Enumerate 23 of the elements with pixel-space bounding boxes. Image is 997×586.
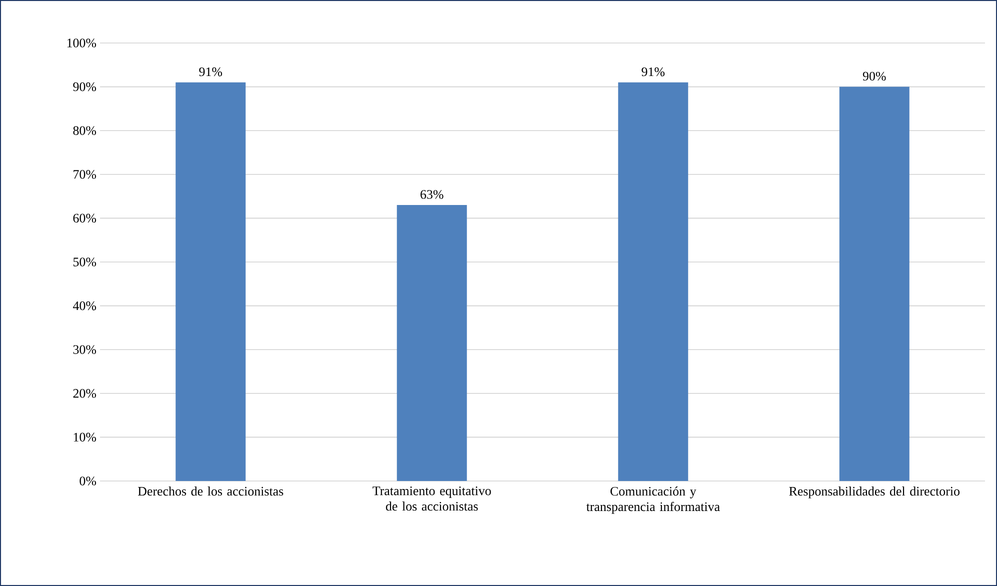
data-label: 91% [642, 67, 665, 76]
bar [176, 82, 246, 481]
y-tick-label: 20% [73, 389, 96, 398]
bar [839, 86, 910, 481]
data-label: 91% [199, 67, 222, 76]
x-tick-label: Derechos de los accionistas [138, 486, 284, 496]
y-tick-label: 10% [74, 432, 96, 442]
data-label: 63% [420, 190, 444, 199]
y-tick-label: 30% [73, 345, 96, 354]
y-tick-label: 100% [67, 38, 96, 48]
y-tick-label: 50% [73, 258, 96, 266]
y-tick-label: 70% [74, 170, 96, 179]
x-tick-label: Tratamiento equitativo de los accionistas [372, 486, 491, 511]
y-tick-label: 80% [73, 126, 96, 135]
y-tick-label: 0% [80, 476, 96, 486]
x-tick-label: Responsabilidades del directorio [789, 486, 960, 498]
y-tick-label: 40% [72, 301, 96, 310]
data-label: 90% [862, 72, 886, 81]
x-tick-label: Comunicación y transparencia informativa [586, 486, 720, 514]
bar [396, 205, 467, 481]
y-tick-label: 90% [73, 82, 96, 92]
y-tick-label: 60% [73, 214, 96, 223]
bar [618, 82, 688, 481]
